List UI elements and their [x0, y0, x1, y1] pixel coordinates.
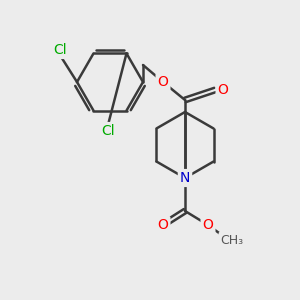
Text: O: O: [158, 218, 168, 232]
Text: O: O: [218, 83, 228, 97]
Text: O: O: [158, 75, 168, 89]
Text: N: N: [180, 171, 190, 185]
Text: Cl: Cl: [101, 124, 115, 138]
Text: CH₃: CH₃: [220, 233, 244, 247]
Text: O: O: [202, 218, 213, 232]
Text: Cl: Cl: [53, 43, 67, 57]
